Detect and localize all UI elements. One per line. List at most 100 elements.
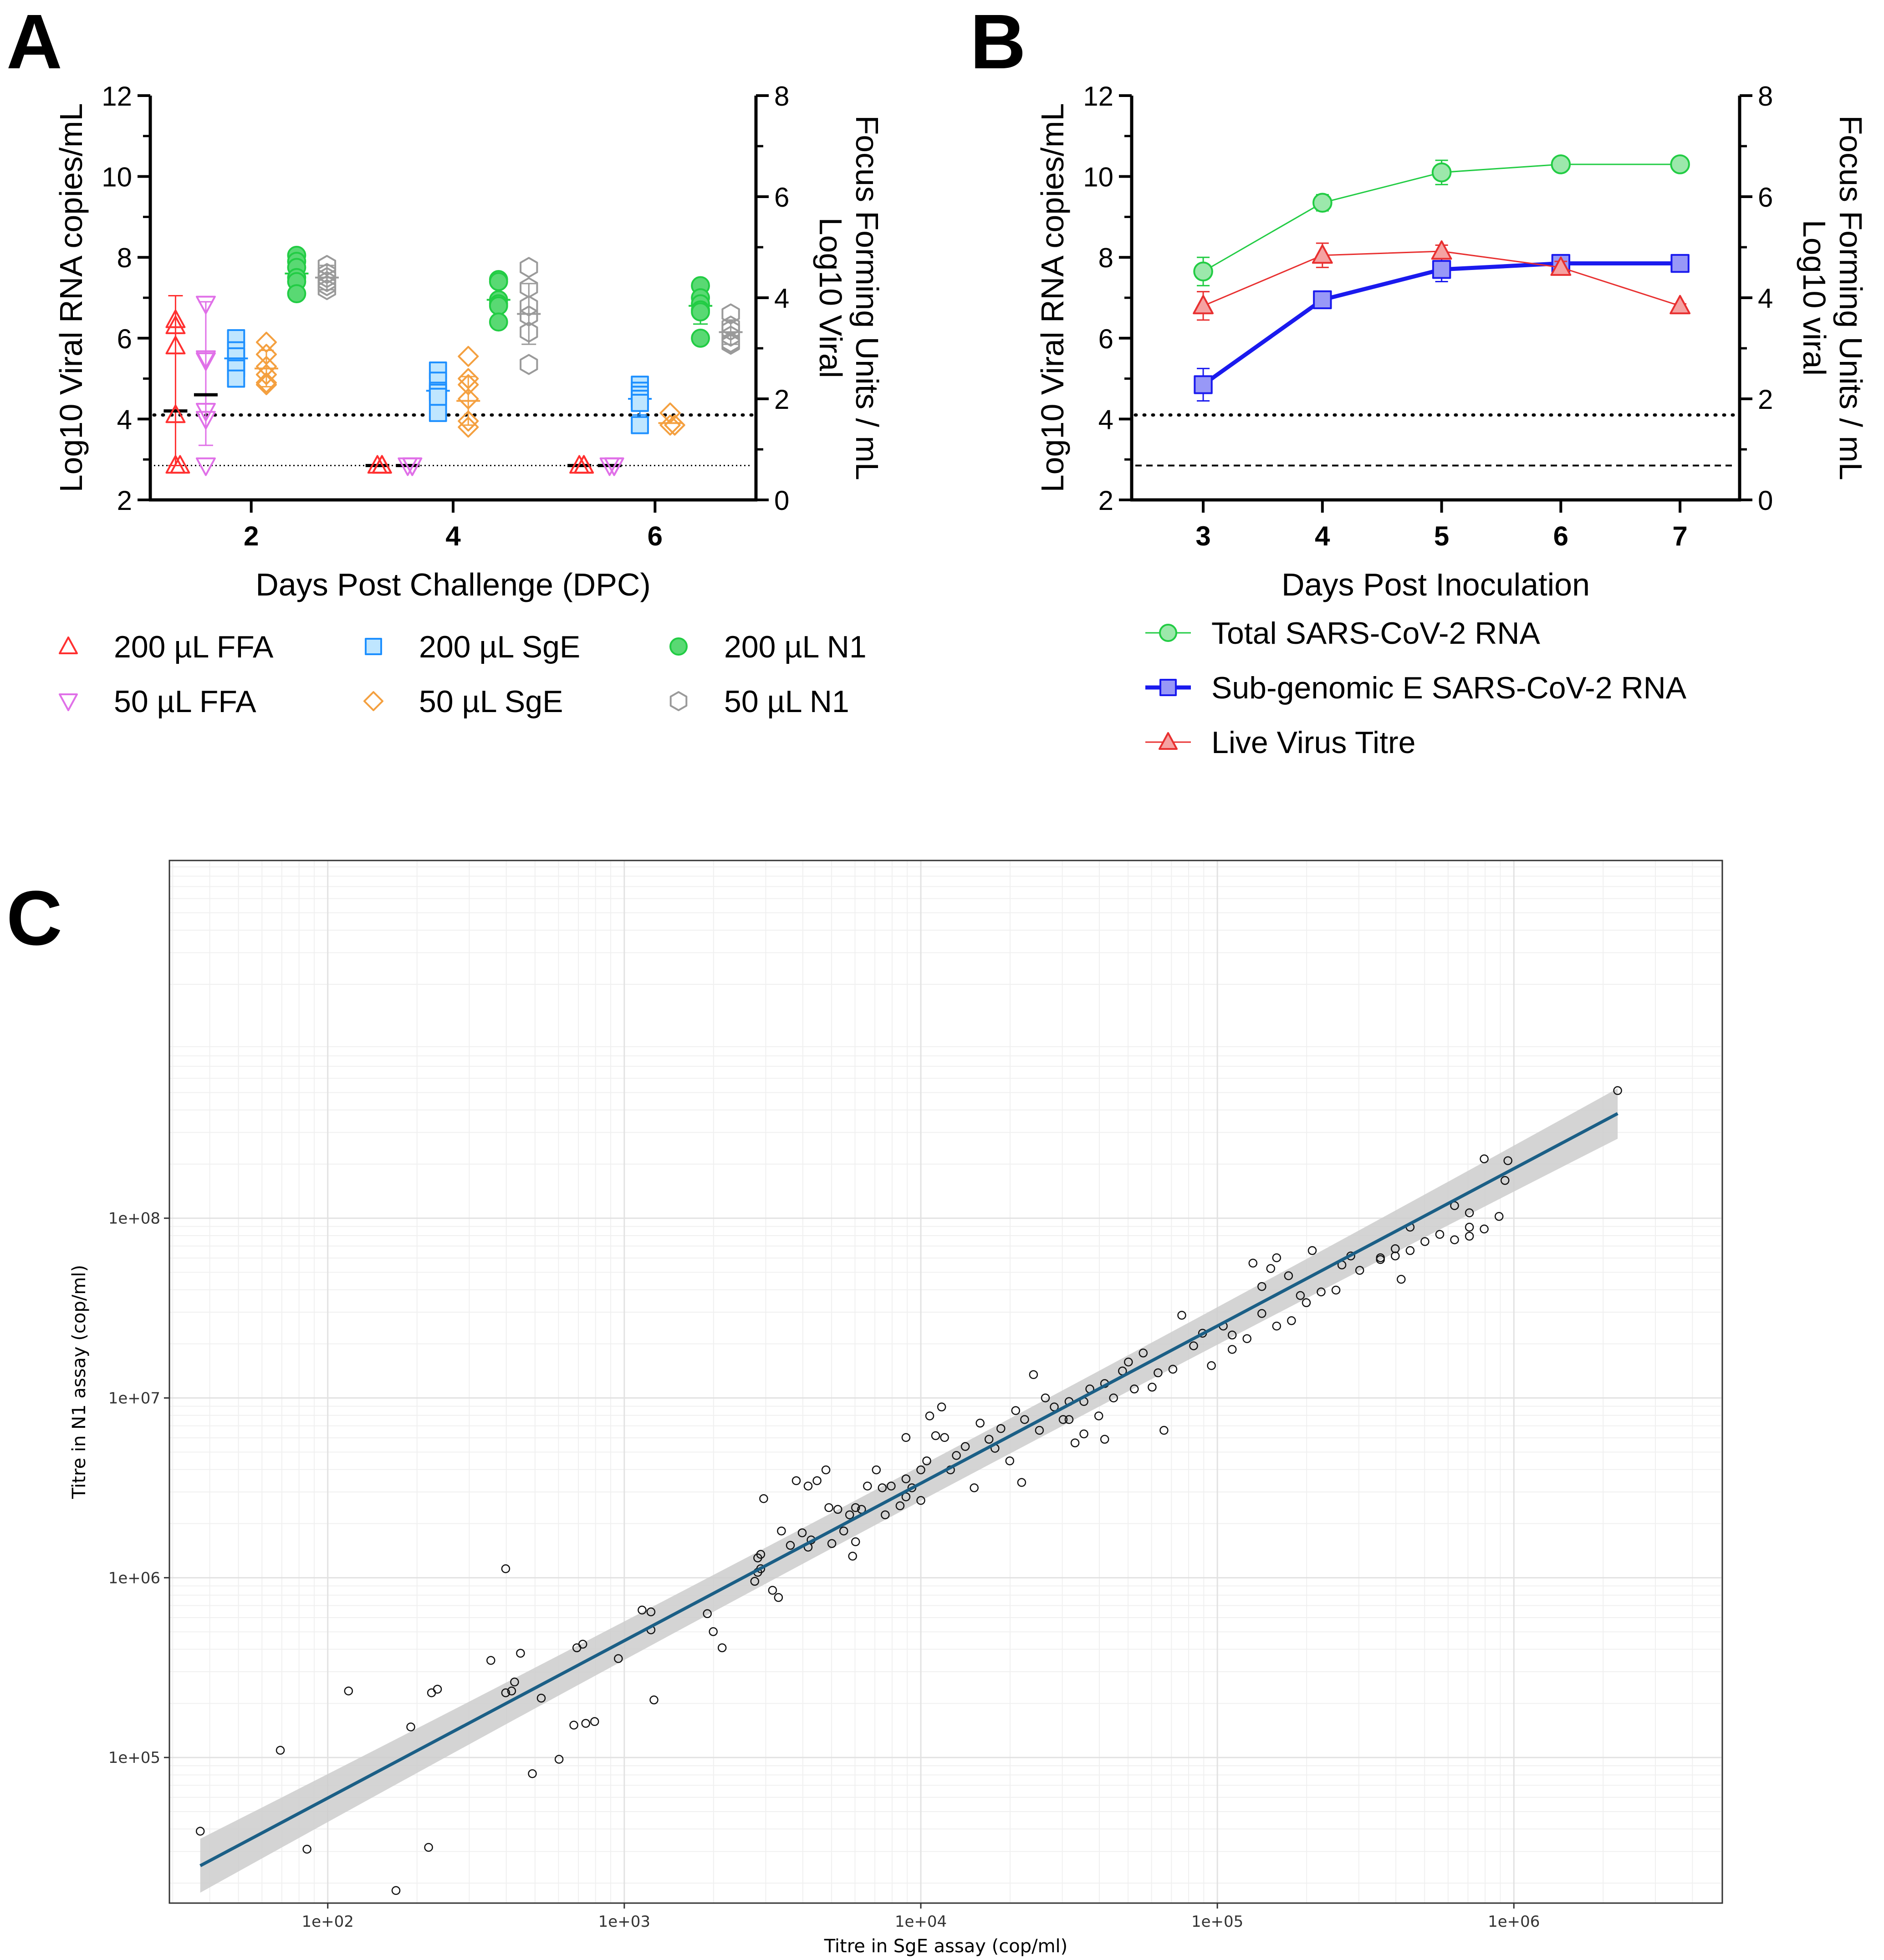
legend-label: 50 µL FFA xyxy=(114,684,256,719)
y-tick-label: 1e+07 xyxy=(108,1390,160,1408)
legend-marker xyxy=(59,693,78,711)
data-point xyxy=(590,1717,599,1726)
data-point xyxy=(1124,1357,1133,1367)
data-point xyxy=(664,414,685,436)
panel-label-b: B xyxy=(970,0,1026,85)
data-point xyxy=(1551,154,1571,174)
data-point xyxy=(317,263,337,284)
data-point xyxy=(1480,1154,1489,1164)
data-point xyxy=(520,257,538,278)
y-tick-label: 1e+08 xyxy=(108,1210,160,1228)
data-point xyxy=(255,344,277,365)
data-point xyxy=(970,1483,979,1492)
data-point xyxy=(922,1456,931,1466)
legend-label: 200 µL N1 xyxy=(724,630,867,664)
data-point xyxy=(1058,1415,1068,1424)
data-point xyxy=(1312,244,1333,264)
data-point xyxy=(845,1510,854,1519)
data-point xyxy=(960,1442,970,1451)
data-point xyxy=(1670,154,1690,174)
data-point xyxy=(872,1465,881,1475)
data-point xyxy=(1317,1287,1326,1297)
data-point xyxy=(916,1496,925,1505)
legend-label: 200 µL FFA xyxy=(114,630,274,664)
x-tick-label: 7 xyxy=(1672,521,1687,551)
data-point xyxy=(536,1694,546,1703)
data-point xyxy=(931,1431,940,1441)
x-tick-label: 1e+03 xyxy=(598,1913,650,1931)
x-tick-label: 1e+06 xyxy=(1488,1913,1540,1931)
legend-marker xyxy=(669,691,688,711)
data-point xyxy=(839,1526,848,1536)
data-point xyxy=(458,417,479,438)
data-point xyxy=(1550,256,1572,276)
data-point xyxy=(1168,1364,1178,1374)
y-tick-label: 4 xyxy=(117,404,132,435)
data-point xyxy=(895,1501,905,1511)
data-point xyxy=(691,328,710,348)
data-point xyxy=(489,272,508,291)
data-point xyxy=(1480,1224,1489,1234)
data-point xyxy=(195,352,216,371)
legend-marker xyxy=(363,691,383,711)
data-point xyxy=(276,1746,285,1755)
data-point xyxy=(1189,1341,1198,1350)
y-tick-label: 12 xyxy=(102,81,132,112)
data-point xyxy=(195,457,216,476)
data-point xyxy=(458,374,479,395)
y-tick-label: 8 xyxy=(117,243,132,273)
data-point xyxy=(255,331,277,353)
y2-tick-label: 8 xyxy=(774,81,789,112)
y2-tick-label: 4 xyxy=(774,283,789,314)
x-tick-label: 6 xyxy=(1553,521,1568,551)
data-point xyxy=(302,1844,311,1854)
data-point xyxy=(569,1721,578,1730)
data-point xyxy=(863,1481,872,1491)
data-point xyxy=(1296,1291,1305,1300)
data-point xyxy=(638,1605,647,1615)
data-point xyxy=(195,411,216,430)
y-tick-label: 4 xyxy=(1098,404,1113,435)
data-point xyxy=(1154,1368,1163,1378)
data-point xyxy=(227,369,245,388)
data-point xyxy=(402,457,423,476)
data-point xyxy=(952,1451,961,1460)
panel-a-chart: 2 4 6 8 10 12 0 2 4 6 8 2 4 6 Log10 Viral RNA copies/m… xyxy=(53,81,885,719)
y2-axis-title-line1: Log10 viral xyxy=(1797,220,1832,376)
data-point xyxy=(777,1526,786,1536)
panel-c-chart: 1e+02 1e+03 1e+04 1e+05 1e+06 1e+05 1e+06 1e+07… xyxy=(69,860,1723,1957)
data-point xyxy=(1431,162,1452,183)
y-tick-label: 6 xyxy=(117,324,132,354)
data-point xyxy=(1397,1275,1406,1284)
y-tick-label: 6 xyxy=(1098,324,1113,354)
data-point xyxy=(833,1505,842,1514)
data-point xyxy=(458,346,479,367)
data-point xyxy=(759,1494,768,1503)
x-axis-title: Titre in SgE assay (cop/ml) xyxy=(824,1936,1068,1957)
x-axis-title: Days Post Challenge (DPC) xyxy=(255,567,651,602)
data-point xyxy=(1312,193,1333,213)
x-tick-label: 1e+02 xyxy=(302,1913,354,1931)
data-point xyxy=(510,1677,519,1687)
data-point xyxy=(1376,1255,1385,1264)
y-tick-label: 1e+05 xyxy=(108,1749,160,1767)
data-point xyxy=(1272,1321,1282,1331)
data-point xyxy=(255,372,277,393)
regression-line xyxy=(199,1112,1619,1868)
data-point xyxy=(195,295,216,315)
data-point xyxy=(1257,1282,1266,1291)
y-tick-label: 2 xyxy=(1098,485,1113,516)
data-point xyxy=(195,1827,205,1836)
data-point xyxy=(165,404,186,423)
data-point xyxy=(691,302,710,321)
data-point xyxy=(528,1769,537,1778)
data-point xyxy=(851,1503,860,1512)
data-point xyxy=(756,1550,766,1559)
data-point xyxy=(1302,1298,1311,1308)
data-point xyxy=(458,368,479,389)
data-point xyxy=(520,305,538,326)
data-point xyxy=(501,1688,511,1697)
data-point xyxy=(721,303,740,325)
data-point xyxy=(901,1433,911,1442)
y-tick-label: 1e+06 xyxy=(108,1569,160,1587)
